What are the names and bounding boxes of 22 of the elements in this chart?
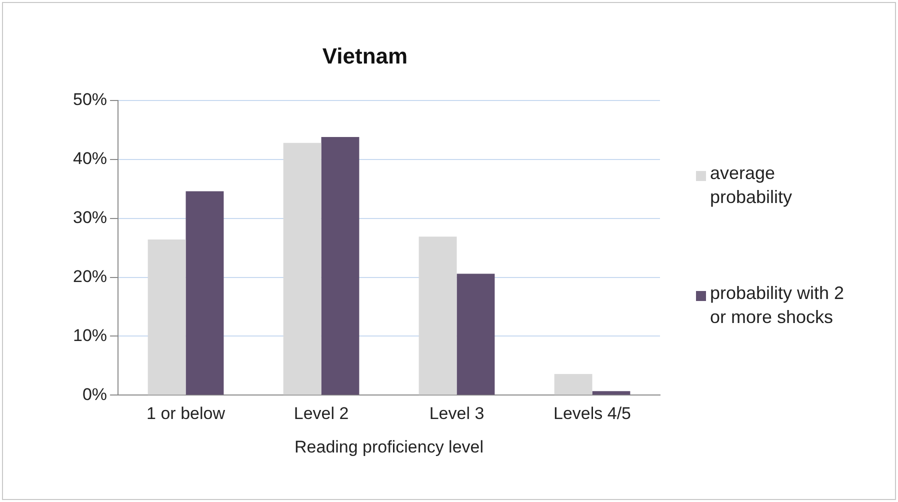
x-axis-title: Reading proficiency level: [294, 437, 484, 456]
y-tick-label: 0%: [82, 384, 108, 404]
x-tick-label: 1 or below: [146, 404, 226, 424]
y-tick-label: 10%: [72, 326, 108, 345]
bar: [456, 274, 495, 395]
legend-label: probability with 2 or more shocks: [710, 282, 844, 327]
legend-label: average probability: [710, 162, 792, 207]
x-tick-label: Level 3: [429, 404, 484, 424]
bar: [283, 142, 322, 395]
bar: [186, 191, 224, 395]
y-tick-label: 20%: [72, 266, 108, 286]
bar: [148, 240, 186, 395]
bar: [418, 236, 457, 395]
x-tick-label: Levels 4/5: [554, 404, 632, 424]
bar: [554, 374, 592, 395]
y-tick-label: 30%: [72, 208, 108, 228]
bar: [321, 136, 360, 395]
chart-title: Vietnam: [322, 43, 408, 68]
bar: [592, 391, 630, 395]
y-tick-label: 40%: [72, 149, 108, 168]
x-tick-label: Level 2: [294, 404, 349, 424]
y-tick-label: 50%: [72, 90, 108, 110]
